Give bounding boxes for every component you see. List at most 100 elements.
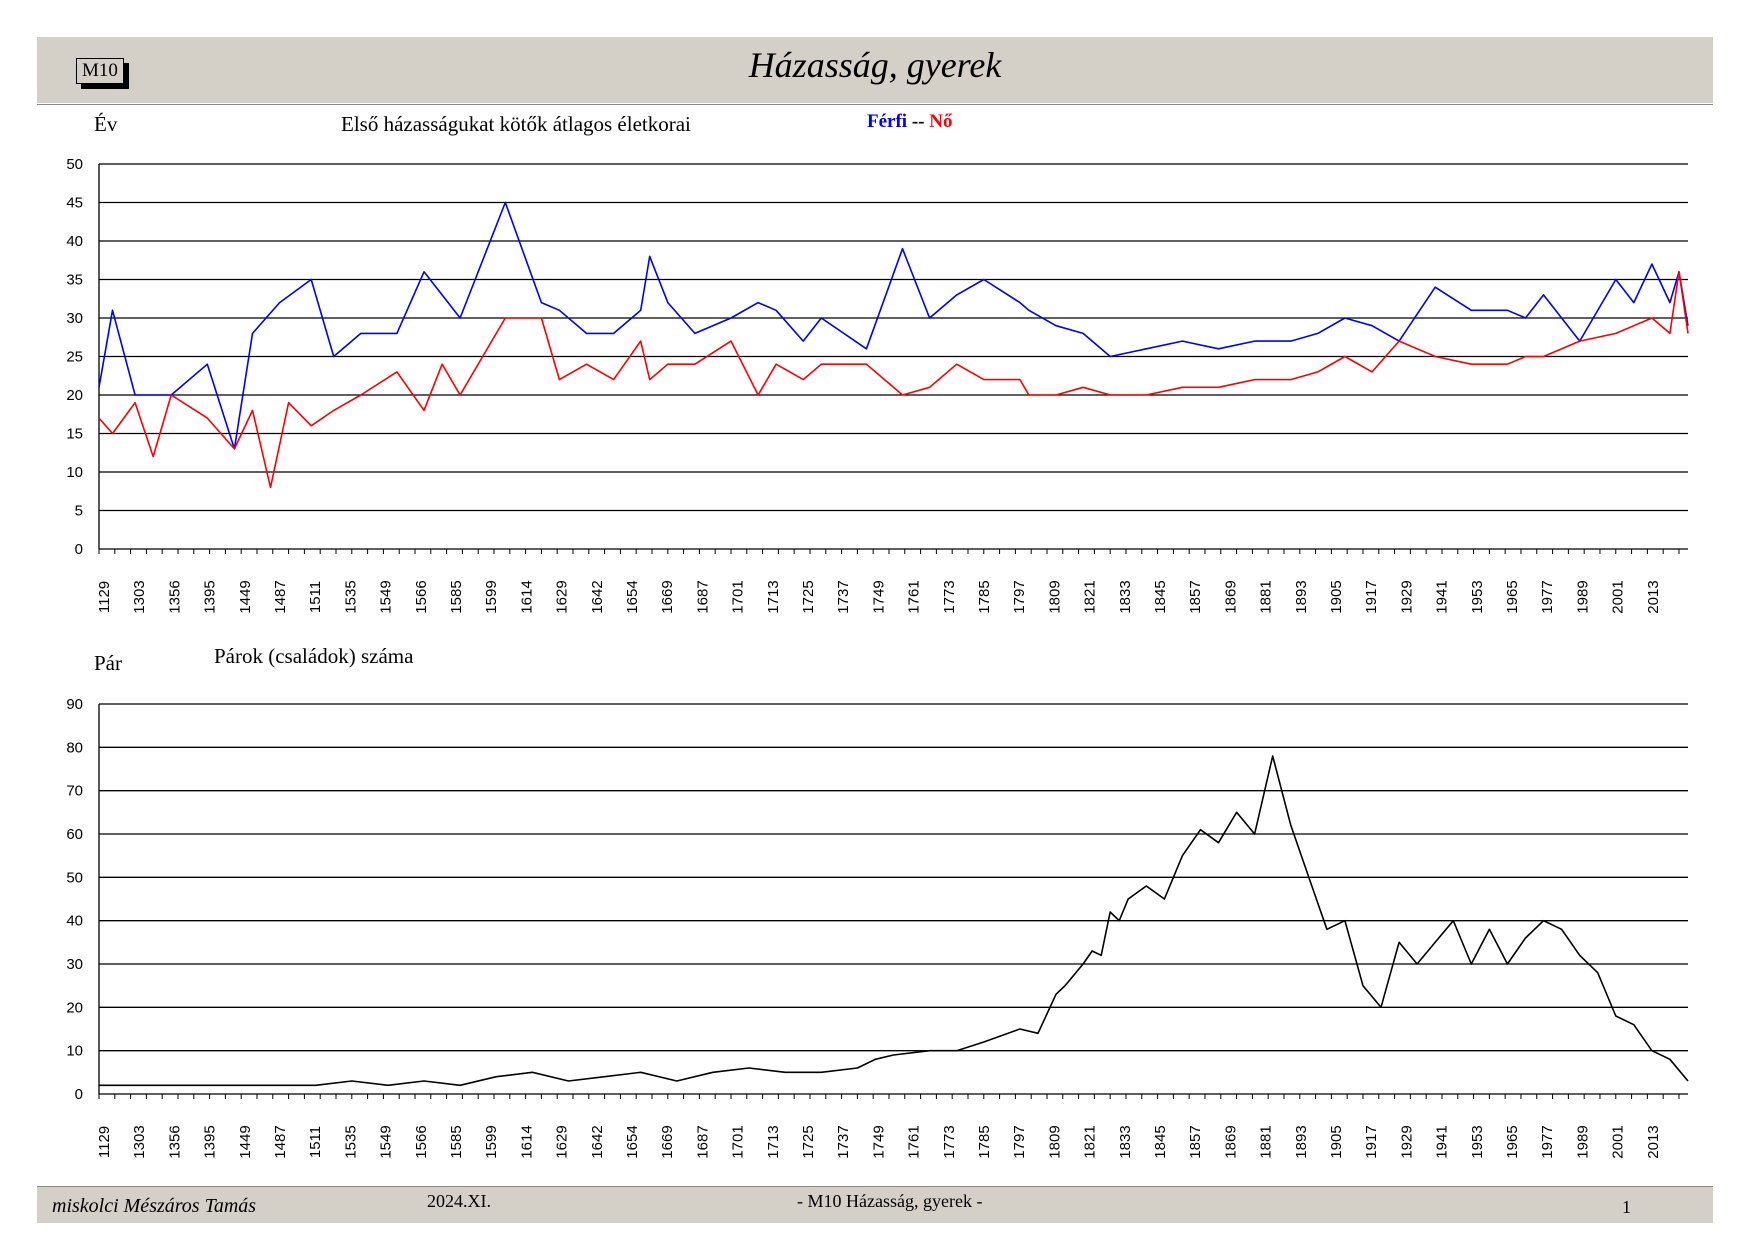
- chart1-series-n-: [98, 270, 1689, 489]
- chart1-xtick-label: 1845: [1152, 580, 1169, 613]
- age-chart: 0 5 10 15 20 25 30 35 40 45 50 1129 1303 1356 1395 1449…: [66, 156, 1689, 614]
- chart2-xtick-label: 1797: [1011, 1125, 1028, 1158]
- header-bar: M10 Házasság, gyerek: [37, 37, 1713, 103]
- chart2-xtick-label: 1917: [1363, 1125, 1380, 1158]
- chart1-xtick-label: 1629: [554, 580, 571, 613]
- chart1-xtick-label: 1687: [694, 580, 711, 613]
- chart2-xtick-label: 1487: [272, 1125, 289, 1158]
- chart2-xtick-label: 1821: [1082, 1125, 1099, 1158]
- chart2-xtick-label: 1549: [378, 1125, 395, 1158]
- chart2-xtick-label: 1953: [1469, 1125, 1486, 1158]
- chart1-xtick-label: 1549: [378, 580, 395, 613]
- chart2-xtick-label: 1881: [1258, 1125, 1275, 1158]
- chart2-ylabel: Pár: [94, 651, 122, 675]
- chart2-xtick-label: 1303: [131, 1125, 148, 1158]
- chart2-xtick-label: 1941: [1434, 1125, 1451, 1158]
- page-code-label: M10: [76, 58, 124, 84]
- chart1-ytick-label: 15: [66, 426, 83, 443]
- chart1-xtick-label: 1989: [1574, 580, 1591, 613]
- chart1-xtick-label: 1599: [483, 580, 500, 613]
- chart1-xtick-label: 1303: [131, 580, 148, 613]
- chart1-ytick-label: 5: [75, 503, 83, 520]
- chart1-xtick-label: 1833: [1117, 580, 1134, 613]
- chart1-ytick-label: 0: [75, 541, 83, 558]
- chart1-xtick-label: 1905: [1328, 580, 1345, 613]
- chart1-title: Első házasságukat kötők átlagos életkora…: [341, 112, 691, 136]
- chart2-ytick-label: 90: [66, 696, 83, 713]
- footer-page-number: 1: [1622, 1197, 1631, 1217]
- chart1-ytick-label: 35: [66, 272, 83, 289]
- chart2-xtick-label: 1129: [96, 1126, 113, 1158]
- chart2-xtick-label: 1857: [1187, 1125, 1204, 1158]
- chart2-ytick-label: 0: [75, 1086, 83, 1103]
- chart2-xtick-label: 1713: [765, 1125, 782, 1158]
- chart2-xtick-label: 1905: [1328, 1125, 1345, 1158]
- chart1-xtick-label: 1977: [1539, 580, 1556, 613]
- chart1-legend: Férfi -- Nő: [867, 110, 952, 134]
- chart1-xtick-label: 1725: [800, 580, 817, 613]
- chart1-xtick-label: 1761: [906, 580, 923, 613]
- chart1-xtick-label: 1881: [1258, 580, 1275, 613]
- chart1-xtick-label: 1487: [272, 580, 289, 613]
- chart1-xtick-label: 1857: [1187, 580, 1204, 613]
- chart2-xtick-label: 1356: [166, 1125, 183, 1158]
- legend-no: Nő: [929, 111, 953, 132]
- chart2-xtick-label: 1535: [342, 1125, 359, 1158]
- chart1-xtick-label: 1869: [1222, 580, 1239, 613]
- chart1-xtick-label: 1642: [589, 580, 606, 613]
- chart2-xtick-label: 1725: [800, 1125, 817, 1158]
- chart2-xtick-label: 1749: [870, 1125, 887, 1158]
- chart1-xtick-label: 1941: [1434, 580, 1451, 613]
- chart2-xtick-label: 1977: [1539, 1125, 1556, 1158]
- chart1-xtick-label: 1449: [237, 580, 254, 613]
- chart1-ytick-label: 10: [66, 464, 83, 481]
- chart1-xtick-label: 1773: [941, 580, 958, 613]
- chart1-xtick-label: 2001: [1610, 580, 1627, 613]
- chart2-xtick-label: 1785: [976, 1125, 993, 1158]
- chart1-xtick-label: 1965: [1504, 580, 1521, 613]
- chart2-ytick-label: 40: [66, 913, 83, 930]
- chart1-xtick-label: 1713: [765, 580, 782, 613]
- chart1-xtick-label: 1917: [1363, 580, 1380, 613]
- footer-author: miskolci Mészáros Tamás: [52, 1195, 257, 1217]
- chart1-ylabel: Év: [94, 112, 118, 136]
- chart2-xtick-label: 1929: [1398, 1125, 1415, 1158]
- chart2-xtick-label: 1761: [906, 1125, 923, 1158]
- chart2-xtick-label: 1965: [1504, 1125, 1521, 1158]
- legend-ferfi: Férfi: [867, 111, 908, 132]
- chart2-xtick-label: 1395: [202, 1125, 219, 1158]
- header-divider: [37, 104, 1713, 105]
- couples-chart: 0 10 20 30 40 50 60 70 80 90 1129 1303 1356 1395 1449 1…: [66, 696, 1689, 1159]
- chart2-xtick-label: 1449: [237, 1125, 254, 1158]
- chart1-xtick-label: 1566: [413, 580, 430, 613]
- chart1-ytick-label: 45: [66, 195, 83, 212]
- chart2-xtick-label: 1654: [624, 1125, 641, 1158]
- chart2-xtick-label: 1809: [1046, 1125, 1063, 1158]
- chart1-xtick-label: 1669: [659, 580, 676, 613]
- footer-title: - M10 Házasság, gyerek -: [797, 1191, 983, 1211]
- chart1-xtick-label: 1809: [1046, 580, 1063, 613]
- chart1-xtick-label: 1654: [624, 580, 641, 613]
- legend-separator: --: [911, 111, 925, 132]
- chart2-ytick-label: 20: [66, 999, 83, 1016]
- chart2-ytick-label: 10: [66, 1043, 83, 1060]
- chart1-xtick-label: 1893: [1293, 580, 1310, 613]
- chart2-xtick-label: 1737: [835, 1125, 852, 1158]
- chart2-xtick-label: 2013: [1645, 1125, 1662, 1158]
- chart2-ytick-label: 80: [66, 739, 83, 756]
- chart2-ytick-label: 60: [66, 826, 83, 843]
- chart2-xtick-label: 1893: [1293, 1125, 1310, 1158]
- chart1-xtick-label: 1129: [96, 581, 113, 613]
- chart2-xtick-label: 1511: [307, 1126, 324, 1158]
- chart1-ytick-label: 20: [66, 387, 83, 404]
- chart2-ytick-label: 70: [66, 783, 83, 800]
- chart2-xtick-label: 1845: [1152, 1125, 1169, 1158]
- chart2-xtick-label: 1669: [659, 1125, 676, 1158]
- chart1-xtick-label: 1356: [166, 580, 183, 613]
- chart1-xtick-label: 1585: [448, 580, 465, 613]
- chart2-xtick-label: 1687: [694, 1125, 711, 1158]
- chart2-xtick-label: 1585: [448, 1125, 465, 1158]
- chart1-xtick-label: 1797: [1011, 580, 1028, 613]
- chart2-xtick-label: 1614: [518, 1125, 535, 1158]
- chart2-title: Párok (családok) száma: [214, 644, 414, 668]
